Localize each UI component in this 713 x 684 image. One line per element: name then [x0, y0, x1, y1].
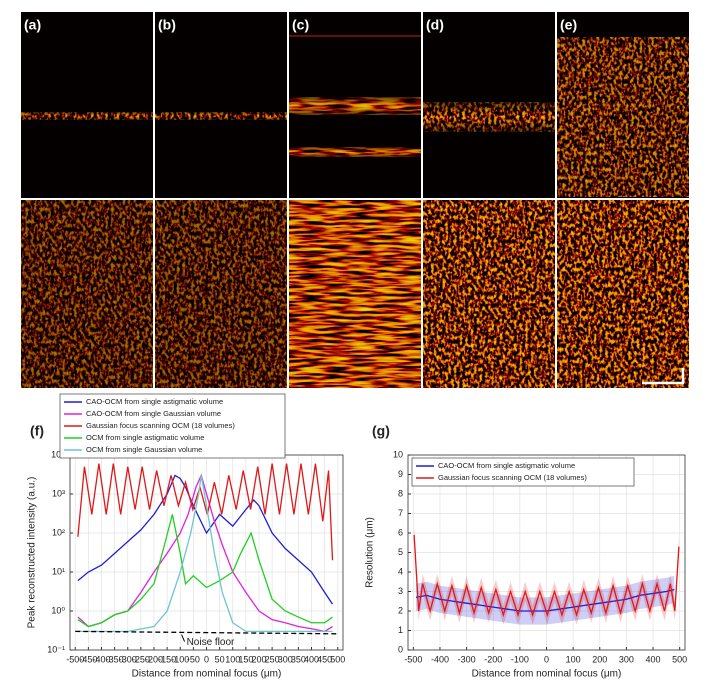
y-tick-label: 4: [398, 566, 403, 576]
error-band: [415, 575, 675, 625]
y-tick-label: 1: [398, 625, 403, 635]
x-tick-label: -100: [511, 654, 529, 664]
x-tick-label: -150: [158, 654, 176, 664]
legend-label: CAO-OCM from single Gaussian volume: [86, 409, 221, 418]
x-tick-label: -300: [119, 654, 137, 664]
plot-layer: [413, 525, 680, 625]
panel-label: (a): [24, 17, 41, 33]
y-tick-label: 10³: [52, 488, 65, 498]
y-axis-label: Resolution (μm): [365, 517, 376, 588]
x-tick-label: -400: [92, 654, 110, 664]
y-tick-label: 8: [398, 488, 403, 498]
annotation: Noise floor: [187, 637, 235, 648]
x-tick-label: -400: [431, 654, 449, 664]
x-tick-label: 500: [330, 654, 345, 664]
y-tick-label: 9: [398, 469, 403, 479]
x-tick-label: 250: [265, 654, 280, 664]
y-tick-label: 7: [398, 508, 403, 518]
chart: -500 -400 -300 -200 -100 0 100 200 300 400 500 0 1 2 3…: [365, 423, 688, 680]
x-tick-label: 200: [251, 654, 266, 664]
x-tick-label: -50: [187, 654, 200, 664]
y-tick-label: 10⁰: [51, 605, 65, 615]
x-tick-label: 200: [592, 654, 607, 664]
panel-label: (f): [30, 423, 44, 439]
band-fade: [21, 112, 153, 120]
band-fade: [289, 97, 421, 115]
x-axis-label: Distance from nominal focus (μm): [472, 669, 622, 680]
chart: -500-450-400-350-300-250-200-150-100-50 0…: [27, 393, 345, 680]
legend-label: CAO-OCM from single astigmatic volume: [438, 461, 575, 470]
x-tick-label: 400: [304, 654, 319, 664]
x-tick-label: -350: [106, 654, 124, 664]
image-top: [155, 12, 287, 198]
y-tick-label: 10⁴: [51, 449, 65, 459]
series-line: [77, 475, 333, 633]
y-tick-label: 6: [398, 527, 403, 537]
panel-label: (g): [372, 423, 390, 439]
legend-label: Gaussian focus scanning OCM (18 volumes): [86, 421, 235, 430]
image-band: [557, 37, 689, 197]
x-tick-label: 150: [238, 654, 253, 664]
x-tick-label: 100: [225, 654, 240, 664]
panel-label: (e): [560, 17, 577, 33]
band-fade: [155, 112, 287, 120]
x-tick-label: 50: [215, 654, 225, 664]
y-tick-label: 10⁻¹: [47, 644, 65, 654]
y-tick-label: 3: [398, 586, 403, 596]
band-fade: [423, 102, 555, 132]
x-tick-label: 0: [204, 654, 209, 664]
x-axis-label: Distance from nominal focus (μm): [132, 669, 282, 680]
x-tick-label: 300: [278, 654, 293, 664]
x-tick-label: 450: [317, 654, 332, 664]
y-tick-label: 5: [398, 547, 403, 557]
image-bottom: [21, 200, 153, 388]
x-tick-label: 500: [672, 654, 687, 664]
x-tick-label: 0: [544, 654, 549, 664]
noise-floor-line: [75, 630, 338, 635]
axes-frame: [407, 454, 686, 651]
legend-label: CAO-OCM from single astigmatic volume: [86, 397, 223, 406]
x-tick-label: 400: [646, 654, 661, 664]
x-tick-label: 300: [619, 654, 634, 664]
y-axis-label: Peak reconstructed intensity (a.u.): [27, 477, 38, 629]
image-panels: (a) (b) (c) (d) (e): [21, 12, 689, 388]
y-tick-label: 2: [398, 605, 403, 615]
panel-label: (c): [292, 17, 309, 33]
x-tick-label: 100: [566, 654, 581, 664]
y-tick-label: 10: [393, 449, 403, 459]
panel-label: (b): [158, 17, 176, 33]
y-tick-label: 10²: [52, 527, 65, 537]
image-top: [21, 12, 153, 198]
legend-label: OCM from single Gaussian volume: [86, 445, 202, 454]
y-tick-label: 10¹: [52, 566, 65, 576]
series-line: [413, 534, 680, 618]
legend-label: OCM from single astigmatic volume: [86, 433, 204, 442]
x-tick-label: -200: [145, 654, 163, 664]
legend-box: [59, 393, 286, 459]
image-bottom: [289, 200, 421, 388]
x-tick-label: -300: [458, 654, 476, 664]
plot-layer: [75, 463, 338, 635]
annotation-arrow: [181, 634, 186, 642]
legend-box: [411, 457, 635, 487]
band-fade: [289, 147, 421, 157]
series-line: [77, 514, 333, 628]
x-tick-label: 350: [291, 654, 306, 664]
legend-label: Gaussian focus scanning OCM (18 volumes): [438, 473, 587, 482]
image-bottom: [155, 200, 287, 388]
image-bottom: [557, 200, 689, 388]
error-band: [414, 525, 679, 625]
series-line: [77, 474, 334, 605]
panel-label: (d): [426, 17, 444, 33]
x-tick-label: -450: [79, 654, 97, 664]
image-bottom: [423, 200, 555, 388]
x-tick-label: -100: [171, 654, 189, 664]
x-tick-label: -500: [404, 654, 422, 664]
y-tick-label: 0: [398, 644, 403, 654]
x-tick-label: -250: [132, 654, 150, 664]
x-tick-label: -500: [66, 654, 84, 664]
x-tick-label: -200: [484, 654, 502, 664]
